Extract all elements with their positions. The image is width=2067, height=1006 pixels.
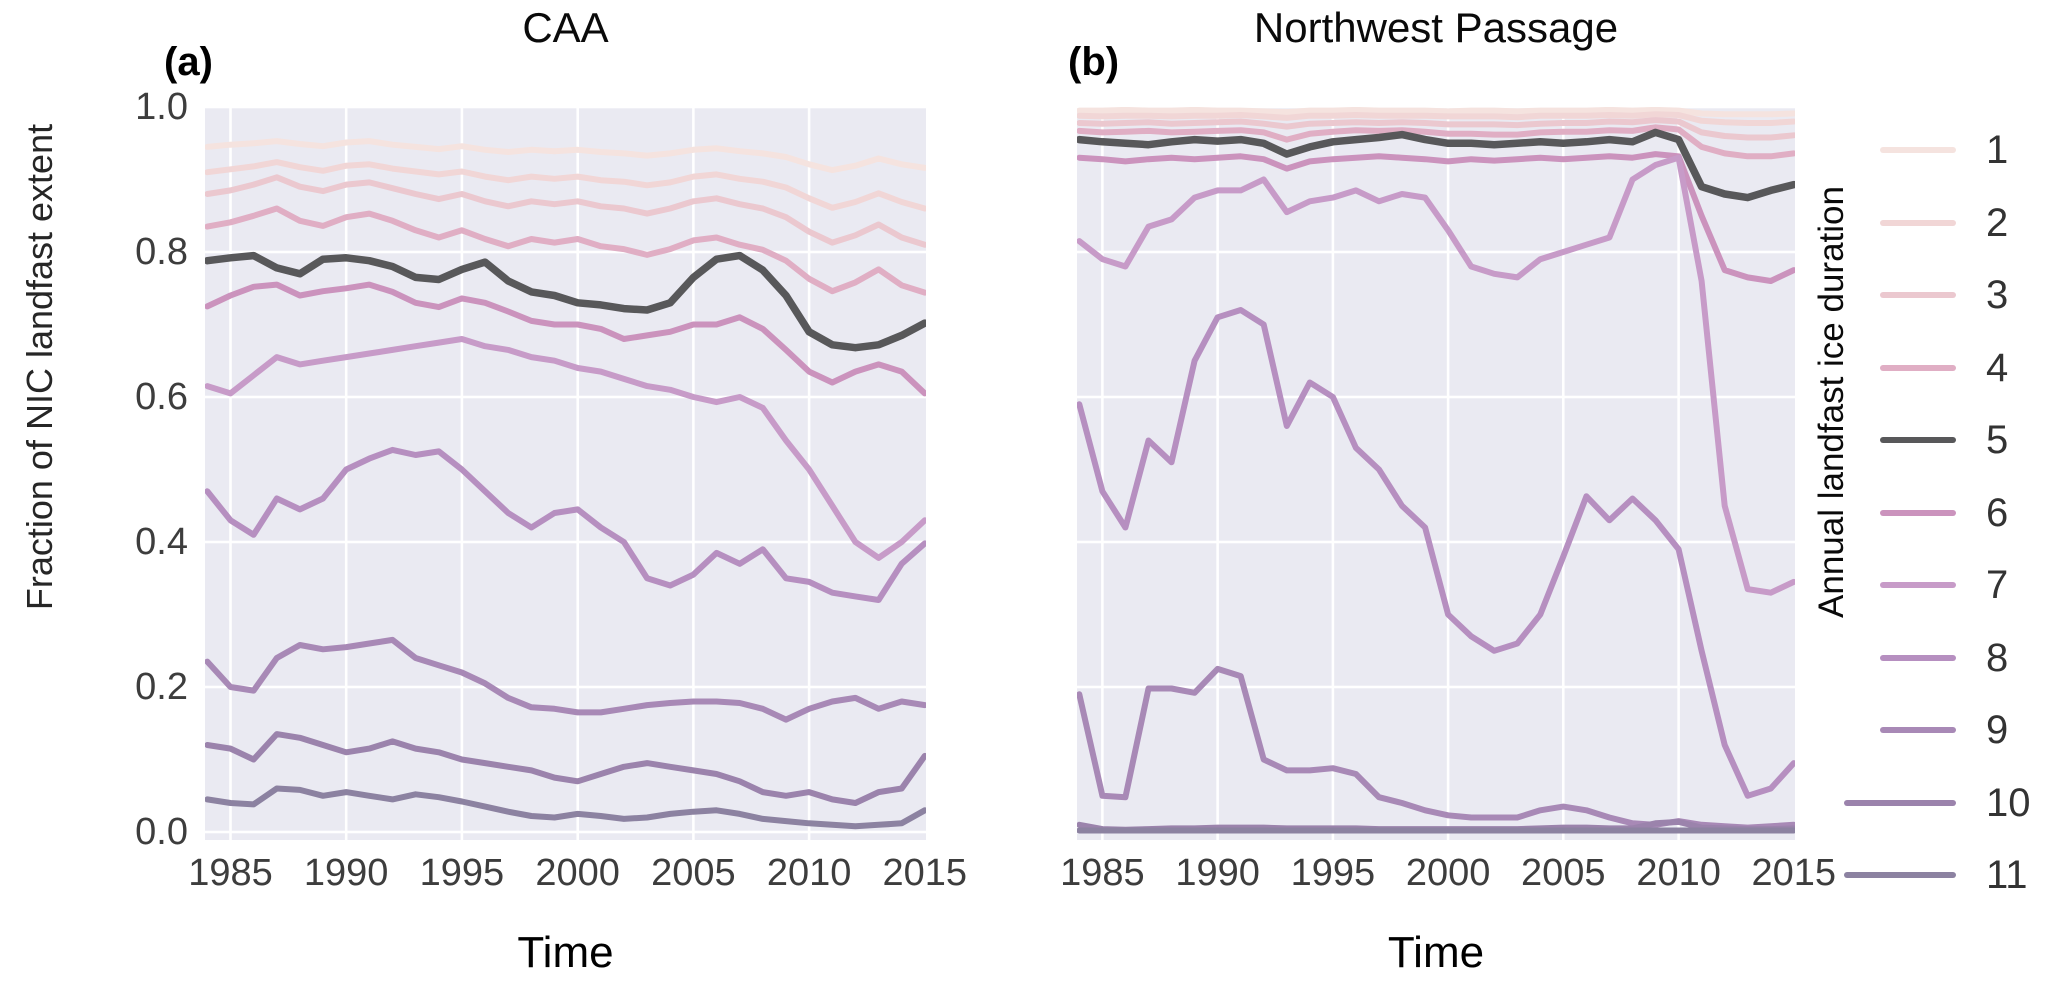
legend-label-10: 10 (1986, 780, 2031, 825)
x-tick-label: 2000 (535, 852, 620, 894)
legend-swatch-5 (1880, 437, 1956, 443)
legend-swatch-8 (1880, 654, 1956, 661)
y-tick-label: 0.2 (135, 666, 188, 708)
series-line-6 (205, 281, 926, 397)
legend-swatch-10 (1844, 799, 1956, 806)
legend-label-3: 3 (1986, 273, 2009, 317)
panel-b-x-ticks: 1985 1990 1995 2000 2005 2010 2015 (1060, 852, 1836, 898)
panel-a-x-ticks: 1985 1990 1995 2000 2005 2010 2015 (188, 852, 967, 898)
y-tick-label: 0.4 (135, 521, 188, 563)
series-line-7 (1077, 154, 1795, 596)
x-tick-label: 2015 (882, 852, 968, 894)
y-tick-label: 1.0 (135, 86, 188, 128)
panel-b-title: Northwest Passage (1253, 4, 1619, 51)
x-tick-label: 2005 (651, 852, 736, 894)
legend-label-11: 11 (1986, 853, 2028, 897)
x-tick-label: 2005 (1521, 852, 1606, 894)
legend-swatch-6 (1880, 509, 1956, 516)
legend-label-9: 9 (1986, 708, 2009, 752)
plot-background (205, 107, 926, 840)
x-tick-label: 1990 (1175, 852, 1260, 894)
legend-label-4: 4 (1986, 345, 2009, 390)
panel-a-plot (205, 107, 926, 840)
x-tick-label: 1995 (419, 852, 505, 894)
x-tick-label: 2000 (1405, 852, 1491, 894)
series-line-3 (1077, 117, 1795, 141)
series-line-2 (205, 159, 926, 212)
panel-a-title: CAA (522, 4, 609, 51)
x-tick-label: 2010 (1636, 852, 1721, 894)
series-line-7 (205, 336, 926, 561)
series-line-11 (205, 785, 926, 830)
series-line-5 (1077, 128, 1795, 202)
legend-swatch-2 (1880, 219, 1956, 226)
legend-swatch-4 (1880, 364, 1956, 371)
x-tick-label: 2015 (1751, 852, 1837, 894)
y-tick-label: 0.0 (135, 811, 188, 853)
x-tick-label: 1995 (1290, 852, 1376, 894)
panel-a-x-axis-label: Time (517, 928, 614, 977)
panel-b-x-axis-label: Time (1387, 928, 1485, 977)
series-line-5 (205, 251, 926, 352)
legend-swatch-9 (1880, 727, 1956, 733)
x-tick-label: 1990 (303, 852, 389, 894)
legend-label-2: 2 (1986, 200, 2009, 245)
x-tick-label: 1985 (188, 852, 273, 894)
series-line-1 (205, 138, 926, 174)
legend-swatch-11 (1844, 872, 1956, 878)
series-line-1 (1077, 107, 1795, 118)
legend-label-5: 5 (1986, 418, 2009, 462)
series-line-9 (205, 636, 926, 723)
series-line-3 (205, 174, 926, 248)
legend-label-8: 8 (1986, 635, 2009, 680)
legend-swatch-3 (1880, 292, 1956, 298)
panel-a-label: (a) (164, 40, 213, 84)
panel-b-plot (1077, 107, 1795, 840)
x-tick-label: 1985 (1060, 852, 1145, 894)
legend-label-1: 1 (1986, 128, 2009, 172)
y-tick-label: 0.8 (135, 231, 188, 273)
legend-title: Annual landfast ice duration (1812, 186, 1851, 618)
y-axis-label: Fraction of NIC landfast extent (19, 123, 60, 611)
legend-swatch-7 (1880, 582, 1956, 588)
legend-swatch-1 (1880, 147, 1956, 153)
series-line-8 (1077, 307, 1795, 799)
series-line-4 (205, 205, 926, 296)
plot-background (1077, 107, 1795, 840)
panel-b-label: (b) (1068, 40, 1120, 84)
series-line-8 (205, 446, 926, 603)
series-line-10 (205, 731, 926, 806)
series-line-2 (1077, 111, 1795, 126)
y-tick-label: 0.6 (135, 376, 188, 418)
x-tick-label: 2010 (766, 852, 852, 894)
series-line-4 (1077, 124, 1795, 160)
legend-label-6: 6 (1986, 490, 2009, 535)
legend-label-7: 7 (1986, 563, 2009, 607)
